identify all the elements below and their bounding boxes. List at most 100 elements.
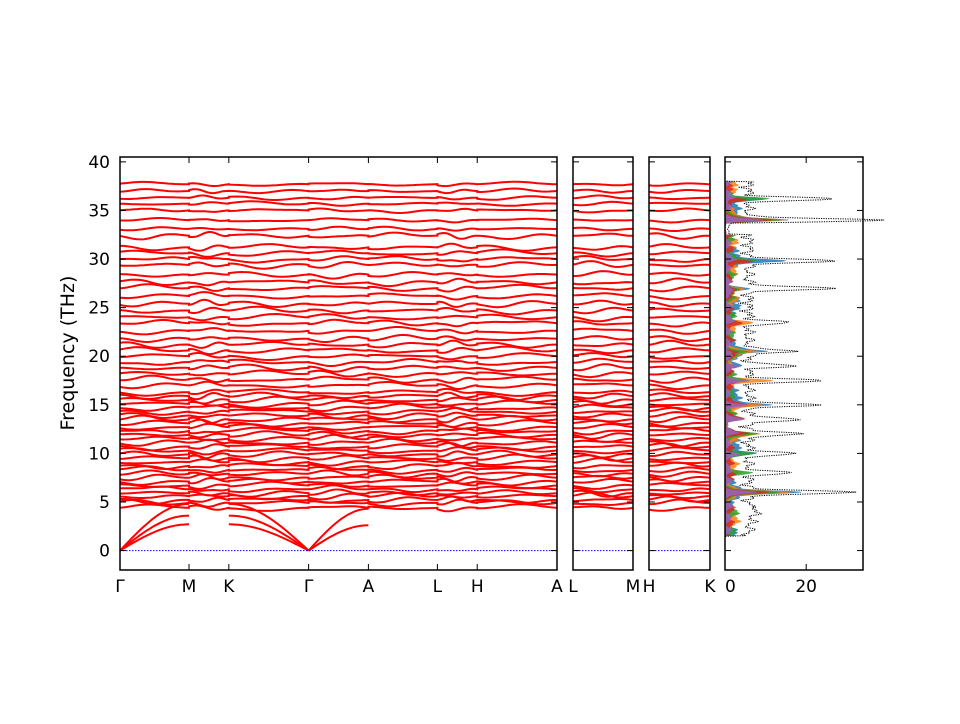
band-line (119, 503, 558, 513)
band-line (572, 320, 634, 326)
band-line (119, 430, 557, 439)
x-tick-label: L (568, 577, 578, 597)
band-line (572, 292, 634, 297)
acoustic-branch (308, 524, 369, 552)
band-line (649, 460, 711, 465)
band-line (572, 398, 634, 405)
band-line (648, 397, 710, 402)
band-line (119, 352, 558, 362)
band-line (648, 315, 711, 319)
band-line (119, 476, 558, 487)
band-line (572, 226, 633, 232)
band-line (572, 315, 634, 323)
band-line (572, 483, 634, 490)
band-line (572, 505, 634, 510)
band-line (119, 312, 558, 322)
band-line (648, 271, 711, 277)
band-line (120, 242, 558, 252)
band-line (648, 383, 710, 391)
band-line (119, 283, 557, 293)
band-line (119, 318, 558, 328)
band-line (572, 472, 634, 478)
band-line (119, 194, 558, 201)
band-panel-frame (119, 156, 558, 571)
band-line (648, 365, 711, 370)
band-line (119, 291, 558, 301)
band-line (573, 487, 634, 494)
band-line (572, 412, 634, 419)
band-panel-frame (648, 156, 711, 571)
x-tick-label: M (182, 577, 197, 597)
x-tick-label: K (223, 577, 235, 597)
y-tick-label: 30 (88, 250, 110, 270)
band-line (119, 488, 558, 498)
band-line (119, 441, 558, 452)
y-tick-label: 15 (88, 396, 110, 416)
x-tick-label: H (643, 577, 656, 597)
band-line (648, 201, 711, 205)
band-line (572, 403, 634, 409)
band-line (648, 359, 711, 365)
band-line (648, 402, 711, 407)
band-line (572, 188, 634, 194)
band-line (119, 345, 558, 356)
band-line (119, 369, 558, 378)
band-line (648, 182, 711, 187)
band-line (649, 432, 711, 437)
band-line (648, 470, 711, 478)
band-line (648, 422, 711, 428)
band-line (572, 218, 634, 222)
band-line (649, 263, 711, 268)
band-line (572, 389, 634, 395)
band-line (119, 422, 558, 433)
band-line (572, 306, 634, 315)
x-tick-label: L (433, 577, 443, 597)
band-line (648, 506, 711, 512)
band-line (648, 307, 711, 313)
band-line (119, 449, 558, 460)
band-line (572, 377, 634, 382)
band-line (648, 487, 711, 493)
y-tick-label: 10 (88, 444, 110, 464)
band-line (572, 477, 634, 484)
band-line (573, 232, 634, 237)
dos-curves (724, 179, 885, 546)
band-line (119, 480, 558, 490)
band-line (648, 411, 711, 418)
band-line (572, 449, 634, 455)
band-line (648, 339, 711, 347)
band-line (119, 298, 558, 309)
band-line (572, 464, 634, 470)
x-tick-label: A (551, 577, 563, 597)
band-line (572, 491, 634, 499)
y-tick-label: 20 (88, 347, 110, 367)
band-line (119, 391, 558, 401)
band-line (648, 295, 711, 301)
dos-x-tick-label: 20 (795, 577, 817, 597)
band-line (119, 277, 558, 288)
band-line (119, 418, 558, 428)
band-line (119, 326, 558, 336)
band-line (119, 333, 558, 344)
band-line (572, 335, 634, 341)
band-line (648, 456, 711, 462)
band-line (648, 491, 711, 496)
x-tick-label: Γ (304, 577, 314, 597)
acoustic-branch (307, 507, 369, 552)
band-line (119, 426, 558, 436)
band-line (648, 415, 711, 424)
band-line (648, 355, 710, 360)
band-line (119, 387, 558, 397)
total-dos-line (724, 179, 885, 546)
band-line (119, 187, 558, 195)
band-line (119, 305, 558, 316)
band-line (572, 182, 634, 187)
band-line (119, 469, 558, 479)
band-line (119, 374, 558, 384)
band-line (119, 255, 558, 264)
x-tick-label: M (626, 577, 641, 597)
band-line (573, 270, 634, 277)
band-line (572, 392, 634, 400)
